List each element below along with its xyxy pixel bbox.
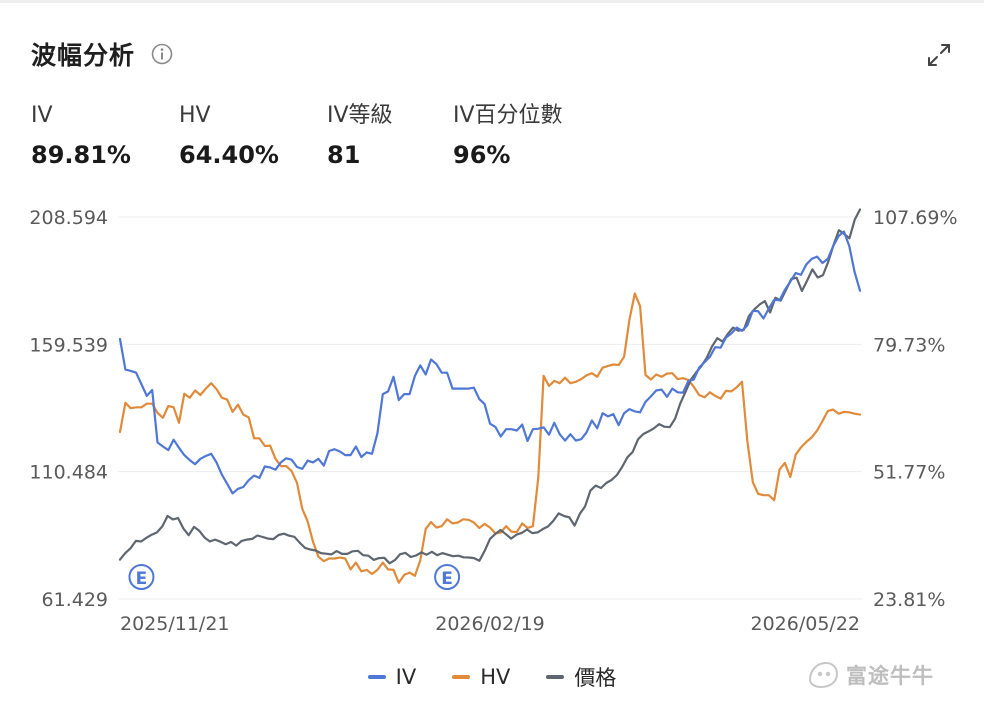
y-left-tick-label: 159.539 — [29, 334, 108, 356]
stat-label: IV百分位數 — [453, 103, 563, 128]
price-series-line — [118, 208, 862, 565]
legend-item-hv[interactable]: HV — [452, 665, 510, 689]
y-right-tick-label: 79.73% — [873, 334, 945, 356]
info-icon[interactable] — [151, 43, 173, 65]
legend-swatch-price — [546, 675, 565, 679]
stat-value: 96% — [453, 141, 511, 169]
watermark: 富途牛牛 — [806, 660, 934, 690]
x-tick-label: 2026/05/22 — [750, 613, 860, 635]
y-right-tick-label: 107.69% — [873, 207, 958, 229]
legend-label-price: 價格 — [574, 666, 617, 690]
legend-swatch-hv — [452, 675, 471, 679]
legend-swatch-iv — [367, 675, 386, 679]
legend-item-iv[interactable]: IV — [367, 665, 417, 689]
earnings-marker-label: E — [441, 569, 453, 589]
stat-iv: IV 89.81% — [31, 102, 179, 170]
y-left-tick-label: 110.484 — [29, 462, 108, 484]
earnings-marker-icon[interactable]: E — [434, 564, 461, 590]
stat-label: IV — [31, 103, 53, 128]
stat-iv-rank: IV等級 81 — [327, 102, 453, 170]
stat-hv: HV 64.40% — [179, 102, 327, 170]
stat-label: IV等級 — [327, 103, 393, 128]
legend-item-price[interactable]: 價格 — [546, 662, 616, 692]
stats-row: IV 89.81% HV 64.40% IV等級 81 IV百分位數 96% — [31, 102, 613, 170]
stat-value: 81 — [327, 141, 361, 169]
y-left-tick-label: 208.594 — [29, 207, 108, 229]
earnings-marker-circle — [434, 564, 461, 590]
legend-label-iv: IV — [395, 665, 417, 689]
stat-value: 89.81% — [31, 141, 131, 169]
legend-label-hv: HV — [480, 665, 511, 689]
stat-label: HV — [179, 103, 211, 128]
page-title: 波幅分析 — [31, 41, 136, 70]
expand-icon[interactable] — [924, 40, 954, 70]
x-tick-label: 2026/02/19 — [435, 613, 545, 635]
earnings-marker-icon[interactable]: E — [128, 564, 155, 590]
stat-value: 64.40% — [179, 141, 279, 169]
top-divider — [0, 0, 984, 3]
earnings-marker-circle — [128, 564, 155, 590]
panel-header: 波幅分析 — [31, 36, 173, 72]
y-left-tick-label: 61.429 — [42, 589, 108, 611]
iv-series-line — [118, 230, 862, 495]
hv-series-line — [118, 292, 862, 584]
y-right-tick-label: 23.81% — [873, 589, 945, 611]
brand-logo-icon — [808, 661, 839, 689]
chart-legend: IV HV 價格 — [0, 662, 984, 692]
x-tick-label: 2025/11/21 — [120, 613, 230, 635]
volatility-chart[interactable]: 208.594 159.539 110.484 61.429 107.69% 79.73%… — [0, 190, 984, 640]
watermark-text: 富途牛牛 — [846, 664, 934, 688]
earnings-marker-label: E — [136, 569, 148, 589]
stat-iv-percentile: IV百分位數 96% — [453, 102, 613, 170]
y-right-tick-label: 51.77% — [873, 462, 945, 484]
